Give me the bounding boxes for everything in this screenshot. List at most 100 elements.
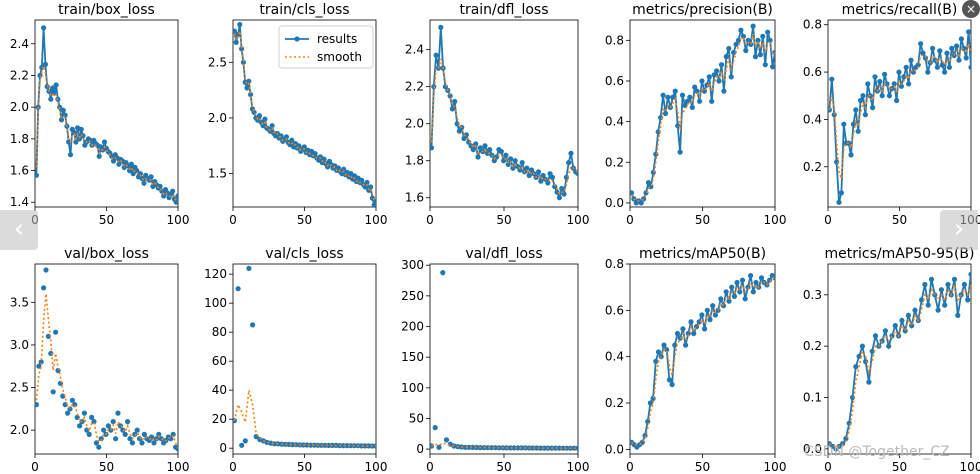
legend-results-marker bbox=[294, 36, 300, 42]
results-point bbox=[731, 293, 738, 299]
results-point bbox=[726, 298, 732, 304]
results-point bbox=[655, 349, 662, 355]
y-tick-label: 3.5 bbox=[10, 295, 29, 309]
results-point bbox=[728, 74, 734, 80]
results-point bbox=[132, 431, 138, 437]
results-point bbox=[233, 28, 237, 34]
y-tick-label: 1.8 bbox=[10, 132, 29, 146]
results-point bbox=[711, 72, 717, 78]
results-point bbox=[672, 88, 678, 94]
x-tick-label: 100 bbox=[365, 213, 388, 227]
chart-title: metrics/mAP50-95(B) bbox=[825, 246, 975, 262]
y-tick-label: 2.2 bbox=[405, 80, 424, 94]
results-point bbox=[537, 445, 544, 451]
results-point bbox=[707, 317, 713, 323]
results-point bbox=[706, 74, 712, 80]
results-point bbox=[699, 78, 705, 84]
results-point bbox=[894, 97, 900, 104]
results-point bbox=[110, 419, 116, 425]
results-point bbox=[906, 81, 912, 87]
y-tick-label: 80 bbox=[212, 325, 227, 339]
results-point bbox=[301, 144, 307, 150]
y-tick-label: 0.0 bbox=[803, 442, 822, 456]
results-point bbox=[89, 414, 95, 420]
results-point bbox=[672, 342, 678, 348]
results-point bbox=[955, 312, 961, 318]
results-point bbox=[716, 78, 722, 84]
results-point bbox=[246, 78, 252, 84]
results-point bbox=[666, 377, 673, 383]
results-point bbox=[879, 93, 885, 99]
results-point bbox=[526, 172, 532, 179]
y-tick-label: 0.8 bbox=[605, 257, 624, 271]
y-tick-label: 0.6 bbox=[803, 65, 822, 79]
results-point bbox=[113, 436, 119, 442]
results-point bbox=[549, 174, 556, 180]
results-point bbox=[540, 172, 546, 179]
y-tick-label: 200 bbox=[401, 320, 424, 334]
y-tick-label: 1.6 bbox=[405, 191, 424, 205]
results-point bbox=[662, 110, 669, 117]
results-point bbox=[127, 168, 133, 174]
x-tick-label: 0 bbox=[824, 460, 832, 474]
results-point bbox=[511, 445, 517, 451]
results-point bbox=[98, 436, 104, 442]
results-point bbox=[866, 379, 872, 385]
results-point bbox=[691, 330, 697, 337]
results-point bbox=[78, 126, 84, 132]
results-point bbox=[312, 151, 318, 157]
results-point bbox=[882, 328, 889, 334]
results-point bbox=[545, 180, 551, 186]
prev-image-button[interactable]: ‹ bbox=[0, 210, 38, 250]
results-point bbox=[456, 128, 462, 134]
smooth-line bbox=[828, 43, 971, 179]
results-point bbox=[653, 151, 659, 157]
results-point bbox=[748, 41, 754, 48]
close-icon[interactable]: × bbox=[962, 0, 980, 18]
y-tick-label: 0.2 bbox=[803, 339, 822, 353]
results-point bbox=[767, 37, 773, 43]
results-point bbox=[930, 45, 936, 52]
results-line bbox=[828, 274, 971, 451]
results-point bbox=[538, 178, 544, 184]
results-point bbox=[896, 69, 902, 75]
results-point bbox=[93, 440, 99, 446]
results-point bbox=[723, 289, 729, 295]
results-point bbox=[677, 149, 683, 155]
results-point bbox=[750, 289, 756, 295]
smooth-line bbox=[829, 281, 971, 448]
results-point bbox=[714, 68, 720, 74]
smooth-line bbox=[430, 58, 578, 196]
results-point bbox=[709, 98, 715, 104]
results-point bbox=[373, 198, 376, 204]
watermark: CSDN @Together_CZ bbox=[804, 444, 950, 460]
results-point bbox=[50, 389, 56, 395]
results-point bbox=[718, 62, 725, 68]
results-point bbox=[242, 438, 248, 444]
chart-title: train/dfl_loss bbox=[459, 2, 548, 18]
x-tick-label: 50 bbox=[297, 460, 312, 474]
results-point bbox=[966, 29, 971, 35]
results-point bbox=[134, 168, 140, 174]
next-image-button[interactable]: › bbox=[940, 210, 978, 250]
results-point bbox=[870, 105, 876, 111]
results-point bbox=[645, 180, 652, 186]
plot-area bbox=[828, 271, 971, 452]
results-point bbox=[745, 37, 751, 43]
results-point bbox=[920, 50, 926, 56]
results-point bbox=[688, 319, 694, 325]
results-point bbox=[53, 82, 59, 88]
results-point bbox=[683, 342, 689, 348]
results-point bbox=[130, 171, 136, 177]
results-point bbox=[670, 94, 676, 100]
y-tick-label: 2.4 bbox=[10, 37, 29, 51]
x-tick-label: 0 bbox=[626, 460, 634, 474]
results-point bbox=[762, 62, 768, 68]
results-point bbox=[958, 36, 965, 42]
results-point bbox=[86, 431, 92, 437]
results-point bbox=[440, 270, 446, 276]
results-point bbox=[729, 284, 735, 290]
results-point bbox=[239, 442, 245, 448]
results-point bbox=[908, 57, 914, 63]
results-point bbox=[57, 380, 64, 386]
